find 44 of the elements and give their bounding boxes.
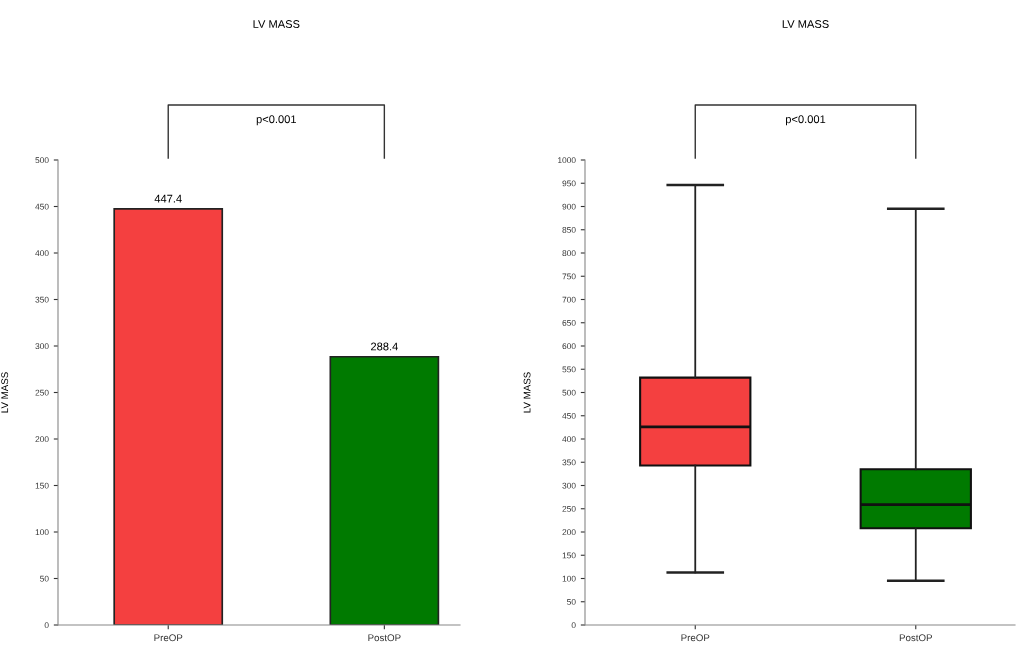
y-tick-label: 100 (562, 575, 576, 582)
y-tick-label: 500 (35, 157, 49, 164)
y-tick-label: 350 (562, 459, 576, 466)
y-tick-label: 0 (44, 622, 49, 629)
y-tick-label: 50 (567, 598, 576, 605)
y-tick-label: 300 (562, 482, 576, 489)
text: p<0.001 (785, 115, 826, 126)
y-tick-label: 650 (562, 319, 576, 326)
y-tick-label: 800 (562, 250, 576, 257)
data-label: 288.4 (371, 342, 398, 351)
y-axis-title: LV MASS (523, 372, 531, 413)
y-tick-label: 450 (562, 412, 576, 419)
y-tick-label: 700 (562, 296, 576, 303)
y-tick-label: 1000 (558, 157, 576, 164)
y-tick-label: 250 (562, 505, 576, 512)
y-tick-label: 250 (35, 389, 49, 396)
x-tick-label: PreOP (154, 634, 183, 642)
chart-title: LV MASS (782, 20, 829, 28)
y-tick-label: 600 (562, 343, 576, 350)
y-tick-label: 350 (35, 296, 49, 303)
y-tick-label: 300 (35, 343, 49, 350)
y-tick-label: 400 (35, 250, 49, 257)
y-tick-label: 450 (35, 203, 49, 210)
y-tick-label: 150 (562, 552, 576, 559)
y-tick-label: 550 (562, 366, 576, 373)
y-tick-label: 950 (562, 180, 576, 187)
y-tick-label: 100 (35, 529, 49, 536)
y-tick-label: 500 (562, 389, 576, 396)
y-tick-label: 400 (562, 436, 576, 443)
x-tick-label: PostOP (899, 634, 933, 642)
data-label: 447.4 (154, 194, 182, 203)
y-tick-label: 900 (562, 203, 576, 210)
y-tick-label: 200 (35, 436, 49, 443)
y-tick-label: 850 (562, 226, 576, 233)
y-axis-title: LV MASS (1, 372, 9, 413)
y-tick-label: 50 (40, 575, 49, 582)
chart-title: LV MASS (253, 20, 300, 28)
y-tick-label: 750 (562, 273, 576, 280)
text: p<0.001 (256, 115, 296, 126)
y-tick-label: 200 (562, 529, 576, 536)
y-tick-label: 0 (571, 622, 576, 629)
x-tick-label: PostOP (368, 634, 401, 642)
x-tick-label: PreOP (681, 634, 710, 642)
y-tick-label: 150 (35, 482, 49, 489)
